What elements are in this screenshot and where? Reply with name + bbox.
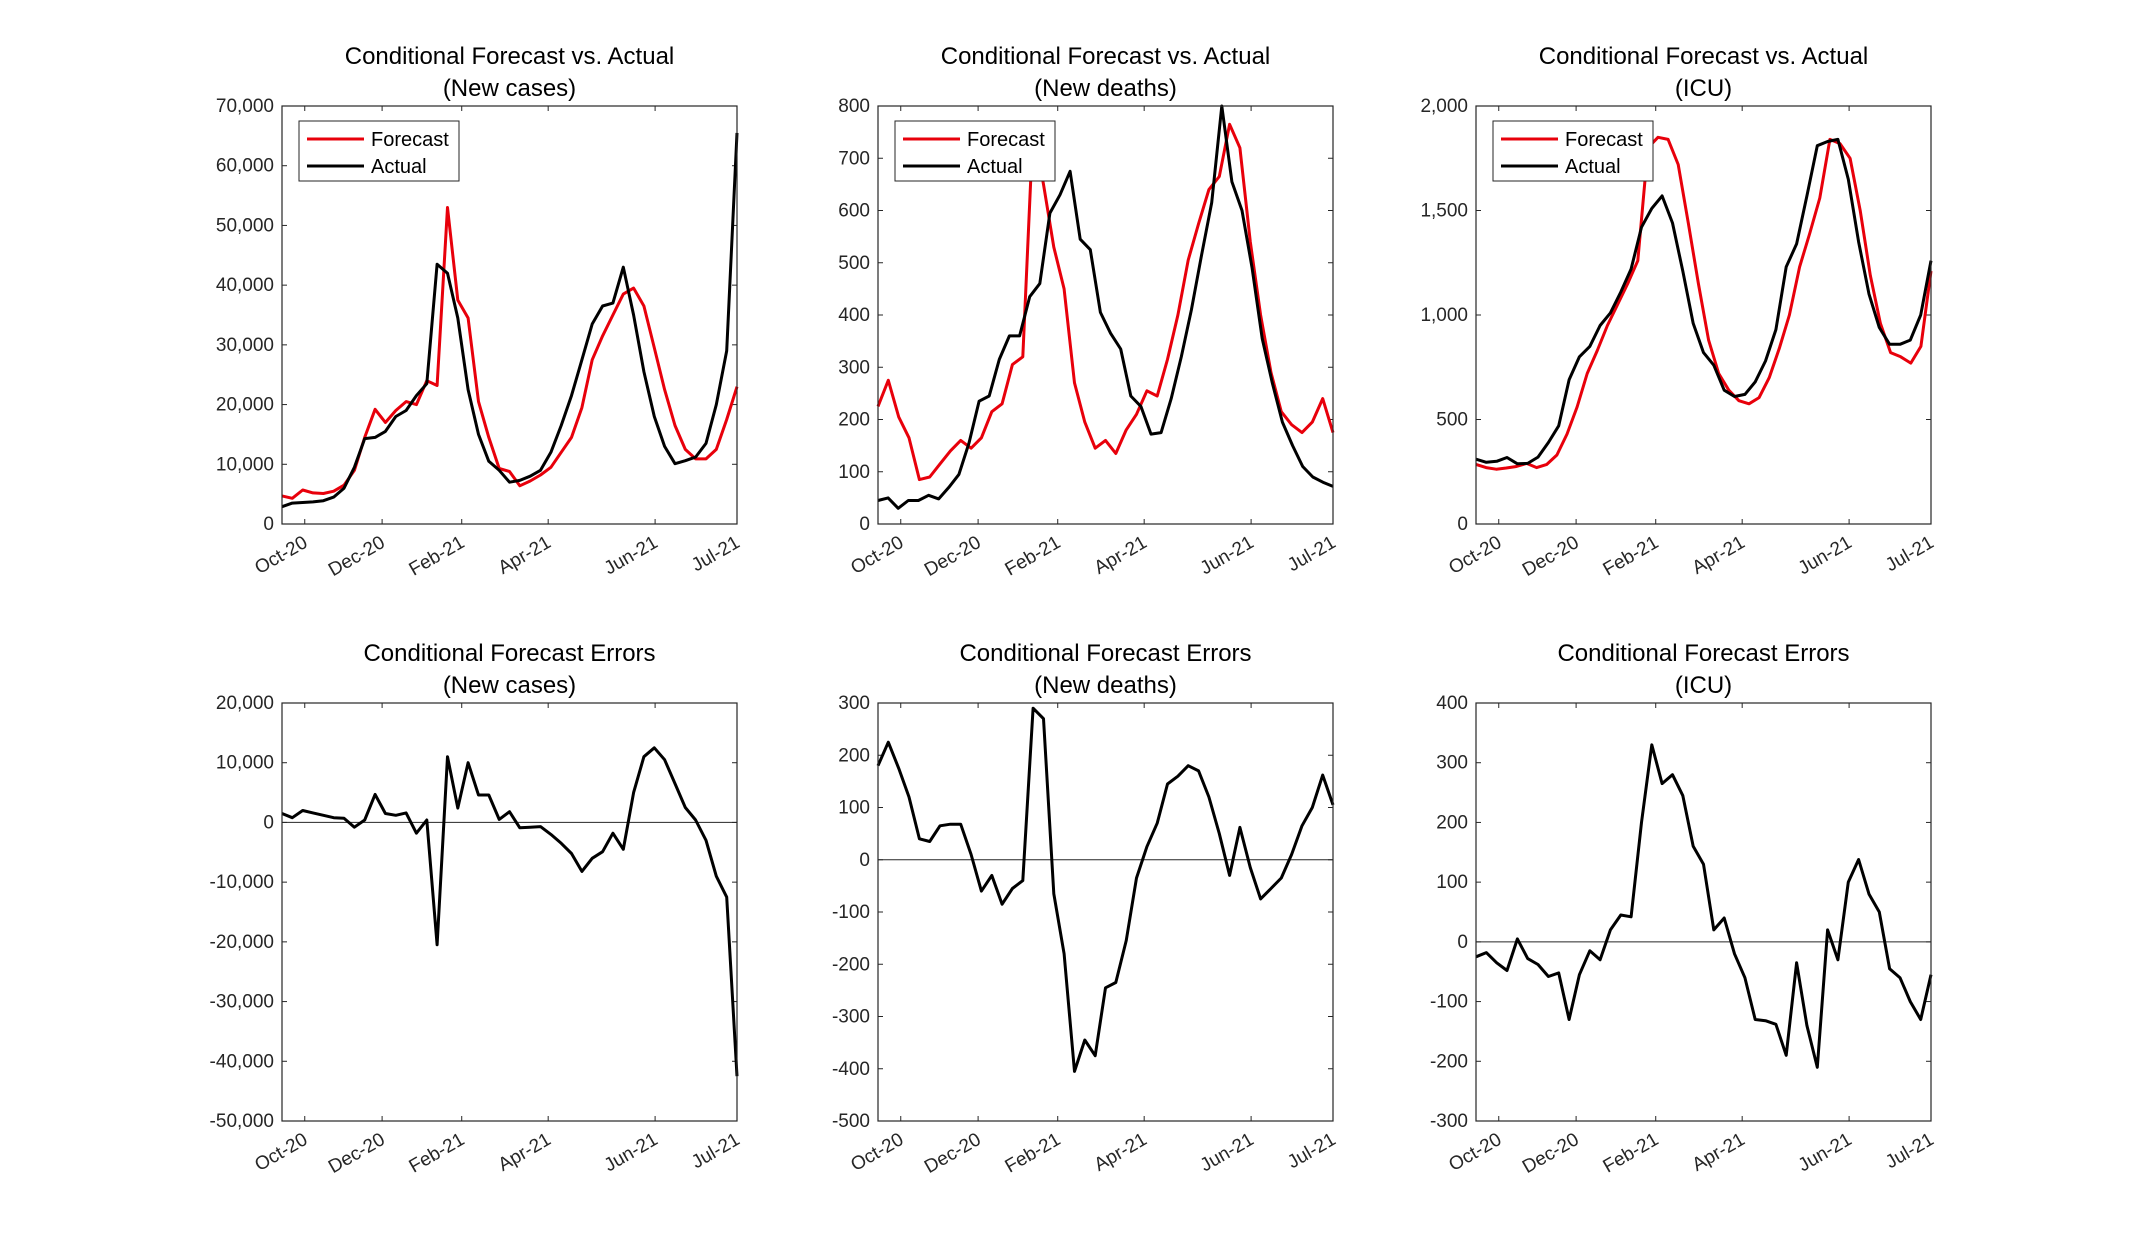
y-tick-label: 300	[838, 693, 870, 714]
y-tick-label: 700	[838, 148, 870, 169]
legend-label-actual: Actual	[371, 156, 427, 178]
axes-box	[281, 105, 738, 525]
y-tick-label: 0	[1457, 932, 1468, 953]
axes-box	[877, 702, 1334, 1122]
chart-title-line-1: Conditional Forecast vs. Actual	[345, 43, 675, 70]
chart-title-line-1: Conditional Forecast Errors	[959, 640, 1251, 667]
legend-box	[1492, 120, 1654, 182]
chart-title-line-2: (New deaths)	[1034, 75, 1177, 102]
series-line-error	[876, 706, 1335, 1073]
y-tick-label: 200	[838, 745, 870, 766]
y-tick-label: -400	[832, 1059, 870, 1080]
chart-title-line-1: Conditional Forecast Errors	[1557, 640, 1849, 667]
legend-label-forecast: Forecast	[967, 129, 1045, 151]
y-tick-label: 10,000	[216, 454, 274, 475]
y-tick-label: -200	[832, 954, 870, 975]
y-tick-label: 300	[838, 357, 870, 378]
y-tick-label: -30,000	[210, 992, 274, 1013]
y-tick-label: 60,000	[216, 156, 274, 177]
series-line-forecast	[1475, 135, 1933, 471]
y-tick-label: 2,000	[1420, 96, 1468, 117]
legend-label-actual: Actual	[1565, 156, 1621, 178]
y-tick-label: 500	[838, 253, 870, 274]
axes-box	[1475, 105, 1932, 525]
y-tick-label: 50,000	[216, 215, 274, 236]
y-tick-label: 500	[1436, 410, 1468, 431]
legend-label-forecast: Forecast	[371, 129, 449, 151]
y-tick-label: 30,000	[216, 335, 274, 356]
y-tick-label: 70,000	[216, 96, 274, 117]
legend: Forecast Actual	[1492, 120, 1654, 182]
chart-title-line-1: Conditional Forecast vs. Actual	[941, 43, 1271, 70]
legend-box	[894, 120, 1056, 182]
series-line-error	[1475, 743, 1933, 1069]
series-line-actual	[281, 132, 739, 509]
y-tick-label: 200	[1436, 812, 1468, 833]
y-tick-label: 600	[838, 201, 870, 222]
y-tick-label: -500	[832, 1111, 870, 1132]
legend: Forecast Actual	[298, 120, 460, 182]
y-tick-label: -100	[832, 902, 870, 923]
legend-label-actual: Actual	[967, 156, 1023, 178]
y-tick-label: 100	[1436, 872, 1468, 893]
y-tick-label: 0	[263, 514, 274, 535]
chart-title-line-1: Conditional Forecast Errors	[363, 640, 655, 667]
chart-title-line-2: (New deaths)	[1034, 672, 1177, 699]
y-tick-label: 0	[859, 514, 870, 535]
chart-title-line-2: (ICU)	[1675, 672, 1732, 699]
series-line-actual	[877, 104, 1334, 510]
y-tick-label: -300	[832, 1007, 870, 1028]
chart-title-line-2: (New cases)	[443, 672, 576, 699]
legend-label-forecast: Forecast	[1565, 129, 1643, 151]
y-tick-label: 40,000	[216, 275, 274, 296]
series-line-error	[281, 746, 739, 1077]
y-tick-label: -20,000	[210, 932, 274, 953]
y-tick-label: 100	[838, 798, 870, 819]
y-tick-label: 20,000	[216, 693, 274, 714]
y-tick-label: 0	[859, 850, 870, 871]
y-tick-label: 20,000	[216, 395, 274, 416]
y-tick-label: 800	[838, 96, 870, 117]
y-tick-label: 10,000	[216, 753, 274, 774]
y-tick-label: 400	[1436, 693, 1468, 714]
y-tick-label: 400	[838, 305, 870, 326]
axes-box	[1475, 702, 1932, 1122]
y-tick-label: -300	[1430, 1111, 1468, 1132]
y-tick-label: -10,000	[210, 872, 274, 893]
y-tick-label: 0	[263, 812, 274, 833]
legend-box	[298, 120, 460, 182]
y-tick-label: -40,000	[210, 1051, 274, 1072]
y-tick-label: 1,000	[1420, 305, 1468, 326]
axes-box	[877, 105, 1334, 525]
y-tick-label: -50,000	[210, 1111, 274, 1132]
axes-box	[281, 702, 738, 1122]
y-tick-label: 100	[838, 462, 870, 483]
chart-title-line-2: (New cases)	[443, 75, 576, 102]
y-tick-label: -100	[1430, 992, 1468, 1013]
chart-title-line-1: Conditional Forecast vs. Actual	[1539, 43, 1869, 70]
y-tick-label: 0	[1457, 514, 1468, 535]
y-tick-label: 200	[838, 410, 870, 431]
y-tick-label: -200	[1430, 1051, 1468, 1072]
y-tick-label: 1,500	[1420, 201, 1468, 222]
series-line-forecast	[876, 122, 1335, 482]
chart-title-line-2: (ICU)	[1675, 75, 1732, 102]
legend: Forecast Actual	[894, 120, 1056, 182]
series-line-actual	[1475, 137, 1933, 466]
y-tick-label: 300	[1436, 753, 1468, 774]
